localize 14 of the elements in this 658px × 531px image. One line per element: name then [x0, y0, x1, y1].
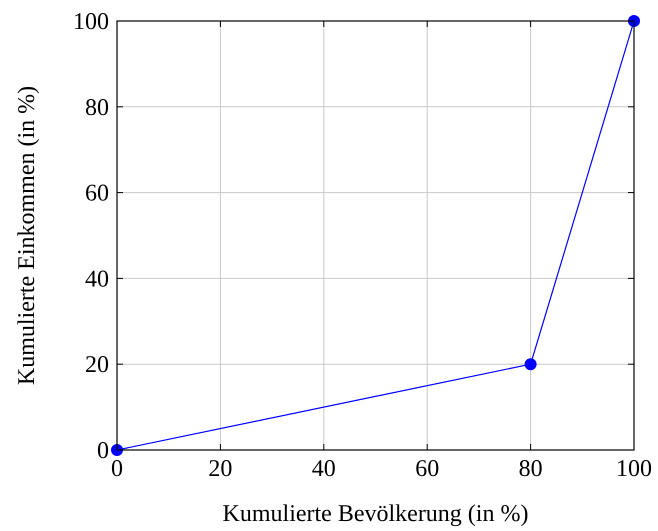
y-tick-label: 100 [73, 9, 109, 35]
x-tick-label: 20 [208, 456, 232, 482]
x-axis-title: Kumulierte Bevölkerung (in %) [222, 501, 528, 527]
y-tick-label: 20 [85, 352, 109, 378]
y-axis-title: Kumulierte Einkommen (in %) [14, 86, 40, 386]
y-tick-label: 0 [97, 438, 109, 464]
y-tick-label: 60 [85, 180, 109, 207]
point [524, 358, 537, 370]
y-tick-label: 80 [85, 94, 109, 121]
x-tick-label: 80 [518, 456, 543, 482]
x-tick-label: 60 [415, 456, 440, 482]
x-tick-label: 100 [616, 456, 652, 482]
x-tick-label: 40 [312, 456, 336, 482]
y-tick-label: 40 [85, 266, 109, 292]
